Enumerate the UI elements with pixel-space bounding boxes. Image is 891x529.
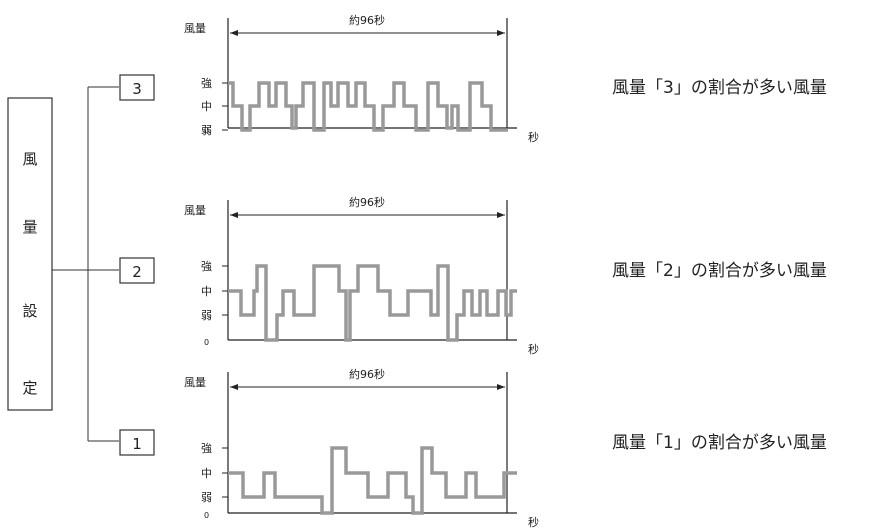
setting-char-2: 量 xyxy=(22,218,37,236)
level-label: 強 xyxy=(201,260,212,273)
zero-label: 0 xyxy=(204,126,209,135)
level-label: 強 xyxy=(201,77,212,90)
zero-label: 0 xyxy=(204,338,209,347)
duration-label: 約96秒 xyxy=(349,367,385,381)
arrow-head-left xyxy=(230,384,238,390)
level-label: 弱 xyxy=(201,124,212,137)
x-axis-label: 秒 xyxy=(528,130,539,144)
level-label: 中 xyxy=(201,285,212,298)
level-label: 弱 xyxy=(201,309,212,322)
y-axis-label: 風量 xyxy=(184,22,206,35)
arrow-head-right xyxy=(497,30,505,36)
zero-label: 0 xyxy=(204,511,209,520)
level-label: 中 xyxy=(201,467,212,480)
setting-char-1: 風 xyxy=(22,150,37,168)
x-axis-label: 秒 xyxy=(528,515,539,529)
airflow-waveform xyxy=(228,446,517,515)
level-label: 強 xyxy=(201,442,212,455)
level-label: 弱 xyxy=(201,491,212,504)
y-axis-label: 風量 xyxy=(184,376,206,389)
level-box-number: 2 xyxy=(132,263,142,281)
air-volume-setting-box: 風 量 設 定 xyxy=(7,97,53,411)
pattern-description: 風量「3」の割合が多い風量 xyxy=(612,78,827,98)
duration-label: 約96秒 xyxy=(349,13,385,27)
setting-char-3: 設 xyxy=(22,302,37,320)
arrow-head-left xyxy=(230,30,238,36)
level-box-number: 3 xyxy=(132,80,142,98)
x-axis-label: 秒 xyxy=(528,342,539,356)
arrow-head-left xyxy=(230,212,238,218)
level-box xyxy=(119,74,155,101)
y-axis-label: 風量 xyxy=(184,204,206,217)
duration-label: 約96秒 xyxy=(349,195,385,209)
level-box xyxy=(119,257,155,284)
level-box-number: 1 xyxy=(132,435,142,453)
airflow-waveform xyxy=(228,81,508,132)
connector-lines xyxy=(52,86,119,442)
pattern-description: 風量「1」の割合が多い風量 xyxy=(612,433,827,453)
arrow-head-right xyxy=(497,384,505,390)
level-box xyxy=(119,429,155,456)
arrow-head-right xyxy=(497,212,505,218)
airflow-waveform xyxy=(228,264,517,342)
level-label: 中 xyxy=(201,100,212,113)
pattern-description: 風量「2」の割合が多い風量 xyxy=(612,261,827,281)
setting-char-4: 定 xyxy=(22,379,37,397)
